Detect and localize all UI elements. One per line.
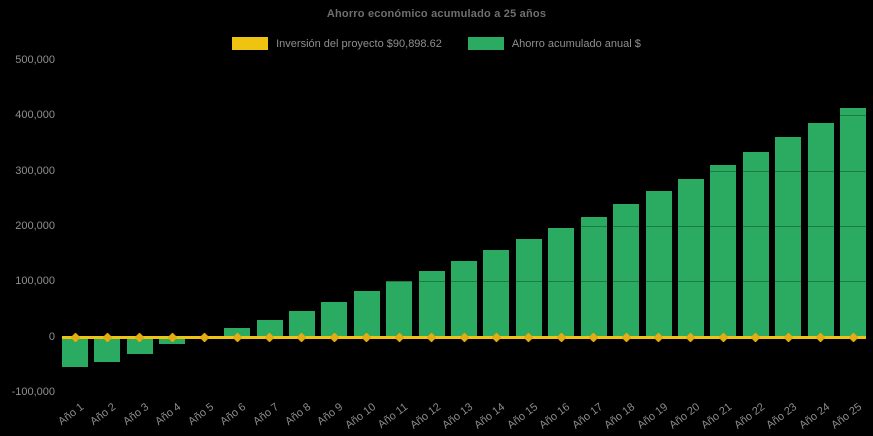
x-tick-label: Año 13 bbox=[440, 401, 476, 432]
x-tick-label: Año 11 bbox=[375, 401, 411, 432]
x-tick-label: Año 4 bbox=[153, 401, 184, 428]
bar bbox=[645, 190, 672, 337]
x-tick-label: Año 9 bbox=[315, 401, 346, 428]
gridline bbox=[60, 226, 866, 227]
y-tick-label: 400,000 bbox=[15, 109, 55, 122]
x-tick-label: Año 25 bbox=[829, 401, 865, 432]
gridline bbox=[60, 170, 866, 172]
bar bbox=[451, 261, 478, 337]
bar bbox=[321, 302, 348, 337]
x-tick-label: Año 24 bbox=[796, 401, 832, 432]
bar bbox=[386, 281, 413, 337]
gridline bbox=[60, 281, 866, 283]
x-tick-label: Año 14 bbox=[472, 401, 508, 432]
x-tick-label: Año 15 bbox=[505, 401, 541, 432]
bar bbox=[840, 107, 867, 337]
bar bbox=[224, 328, 251, 337]
legend-label-savings: Ahorro acumulado anual $ bbox=[511, 37, 641, 50]
bar bbox=[353, 291, 380, 337]
x-tick-label: Año 18 bbox=[602, 401, 638, 432]
legend-swatch-investment bbox=[232, 37, 269, 50]
x-tick-label: Año 6 bbox=[218, 401, 249, 428]
y-tick-label: 500,000 bbox=[15, 54, 55, 66]
gridline bbox=[60, 60, 866, 61]
legend-swatch-savings bbox=[467, 37, 504, 50]
x-tick-label: Año 10 bbox=[342, 401, 378, 432]
y-tick-label: 100,000 bbox=[15, 275, 55, 288]
bar bbox=[126, 336, 153, 354]
bar bbox=[613, 204, 640, 337]
legend-label-investment: Inversión del proyecto $90,898.62 bbox=[276, 37, 442, 50]
x-tick-label: Año 17 bbox=[569, 401, 605, 432]
bar bbox=[742, 152, 769, 337]
bar bbox=[580, 216, 607, 337]
y-tick-label: 300,000 bbox=[15, 164, 55, 177]
x-tick-label: Año 3 bbox=[120, 401, 152, 428]
x-tick-label: Año 21 bbox=[699, 401, 735, 432]
bar bbox=[710, 165, 737, 337]
x-tick-label: Año 12 bbox=[407, 401, 443, 432]
y-tick-label: 0 bbox=[48, 330, 55, 343]
y-tick-label: 200,000 bbox=[15, 220, 55, 232]
legend: Inversión del proyecto $90,898.62 Ahorro… bbox=[0, 37, 873, 50]
x-tick-label: Año 1 bbox=[56, 401, 87, 428]
legend-item-investment: Inversión del proyecto $90,898.62 bbox=[232, 37, 442, 50]
bar bbox=[548, 228, 575, 337]
x-tick-label: Año 19 bbox=[634, 401, 670, 432]
gridline bbox=[60, 392, 866, 393]
investment-line-marker bbox=[199, 332, 210, 343]
chart-title: Ahorro económico acumulado a 25 años bbox=[326, 8, 547, 20]
y-tick-label: -100,000 bbox=[11, 386, 55, 398]
bar bbox=[418, 271, 445, 337]
plot-area: Año 1 Año 2 Año 3 Año 4 Año 5 Año 6 Año 7 Año 8… bbox=[56, 60, 867, 432]
gridline bbox=[60, 115, 866, 117]
x-tick-label: Año 23 bbox=[764, 401, 800, 432]
bar bbox=[256, 319, 283, 337]
x-tick-label: Año 7 bbox=[250, 401, 281, 428]
y-axis-labels: 500,000 400,000 300,000 200,000 100,000 0 -100… bbox=[0, 54, 55, 398]
bar bbox=[807, 122, 834, 337]
x-tick-label: Año 5 bbox=[185, 401, 216, 428]
bar bbox=[288, 310, 315, 337]
bar bbox=[775, 137, 802, 337]
x-tick-label: Año 16 bbox=[537, 401, 573, 432]
x-tick-label: Año 22 bbox=[731, 401, 768, 432]
bar bbox=[677, 178, 704, 337]
legend-item-savings: Ahorro acumulado anual $ bbox=[467, 37, 641, 50]
bar bbox=[483, 250, 510, 337]
bar bbox=[515, 239, 542, 337]
x-tick-label: Año 2 bbox=[88, 401, 119, 428]
x-tick-label: Año 8 bbox=[282, 401, 314, 428]
x-tick-label: Año 20 bbox=[667, 401, 703, 432]
